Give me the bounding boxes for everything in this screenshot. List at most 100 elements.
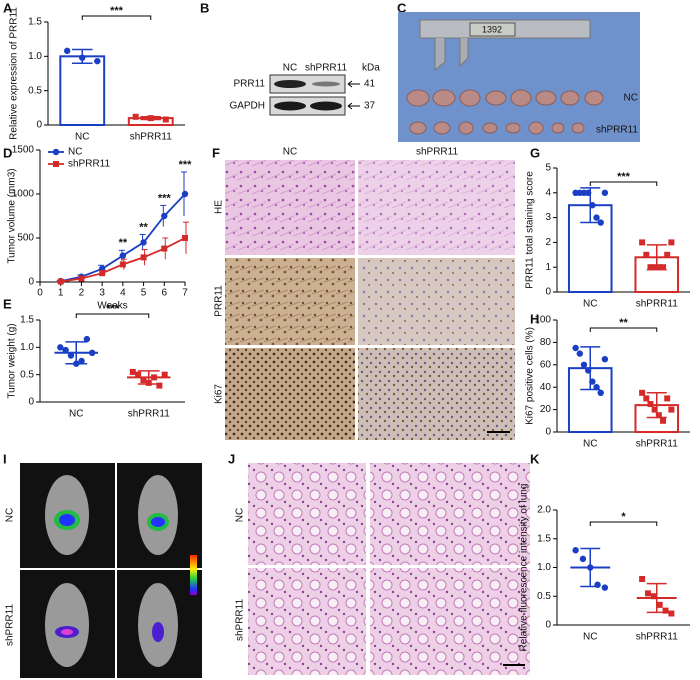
data-point [593,384,600,391]
y-tick-label: 1 [545,262,551,273]
panel-label: H [530,311,539,326]
data-point [99,270,106,277]
data-point [57,344,64,351]
y-tick-label: 1.0 [537,562,551,573]
band [274,80,306,88]
panel-label: A [3,0,13,15]
micrograph [248,568,366,675]
x-tick-label: shPRR11 [636,439,678,450]
data-point [140,377,147,384]
micrograph [248,463,366,565]
annotation: ** [139,221,148,233]
micrograph [358,258,515,345]
data-point [129,368,136,375]
data-point [664,395,671,402]
data-point [151,374,158,381]
x-tick-label: 5 [141,288,147,299]
size-label: 37 [364,101,376,112]
data-point [639,576,646,582]
x-tick-label: NC [583,439,597,450]
significance-bracket [81,15,152,20]
column-label: shPRR11 [416,147,458,158]
x-tick-label: NC [583,299,597,310]
legend-label: shPRR11 [68,159,110,170]
caliper-display [469,22,516,37]
significance-bracket [589,521,658,526]
x-tick-label: shPRR11 [128,409,170,420]
panel-label: J [228,451,235,466]
micrograph [370,568,530,675]
significance-label: *** [617,171,631,183]
band [274,101,306,111]
unit-label: kDa [362,63,380,74]
data-point [587,564,594,571]
data-point [593,214,600,221]
y-tick-label: 1.5 [537,533,551,544]
data-point [651,406,658,413]
x-tick-label: NC [583,632,597,643]
data-point [161,212,168,220]
y-tick-label: 40 [540,382,552,393]
y-tick-label: 0 [28,277,34,288]
legend-label: NC [68,147,82,158]
data-point [668,406,675,413]
data-point [651,264,658,271]
y-tick-label: 20 [540,404,552,415]
panel-label: C [397,0,407,15]
y-axis-label: PRR11 total staining score [525,171,536,289]
data-point [584,367,592,374]
x-tick-label: shPRR11 [130,132,172,143]
x-tick-label: 0 [37,288,43,299]
y-tick-label: 2.0 [537,505,551,516]
annotation: *** [158,192,172,204]
y-tick-label: 1500 [12,145,35,156]
panel-label: K [530,451,540,466]
data-point [140,239,147,246]
data-point [668,239,675,246]
data-point [647,264,654,271]
data-point [660,417,667,424]
y-tick-label: 0 [545,427,551,438]
data-point [601,189,609,196]
row-label: NC [624,93,638,104]
band [310,101,342,111]
panel-label: G [530,145,540,160]
data-point [57,278,64,285]
color-scale [190,555,197,595]
y-tick-label: 3 [545,212,551,223]
data-point [145,379,152,386]
significance-label: ** [619,317,628,329]
x-tick-label: 1 [58,288,64,299]
panel-label: B [200,0,209,15]
data-point [181,190,189,198]
data-point [660,264,667,271]
significance-bracket [75,313,150,318]
micrograph [358,160,515,255]
legend-marker [52,148,60,156]
data-point [589,378,596,385]
y-tick-label: 0.5 [28,85,42,96]
y-tick-label: 0 [36,120,42,131]
panel-label: F [212,145,220,160]
y-tick-label: 1000 [12,189,35,200]
data-point [89,349,96,356]
x-tick-label: 2 [79,288,85,299]
data-point [119,261,126,268]
western-blot: NC shPRR11 kDa PRR11 GAPDH 41 37 [229,63,380,116]
bar [59,55,106,126]
x-tick-label: 6 [162,288,168,299]
significance-bracket [589,327,658,332]
data-point [78,357,85,365]
micrograph [225,258,355,345]
y-axis-label: Tumor volume (mm3) [7,168,18,263]
significance-label: * [621,511,626,523]
data-point [83,335,91,343]
data-point [662,607,669,614]
lane-label: shPRR11 [305,63,347,74]
y-tick-label: 1.5 [20,315,34,326]
data-point [668,610,675,617]
y-tick-label: 60 [540,359,552,370]
data-point [63,47,71,55]
micrograph [225,348,355,440]
